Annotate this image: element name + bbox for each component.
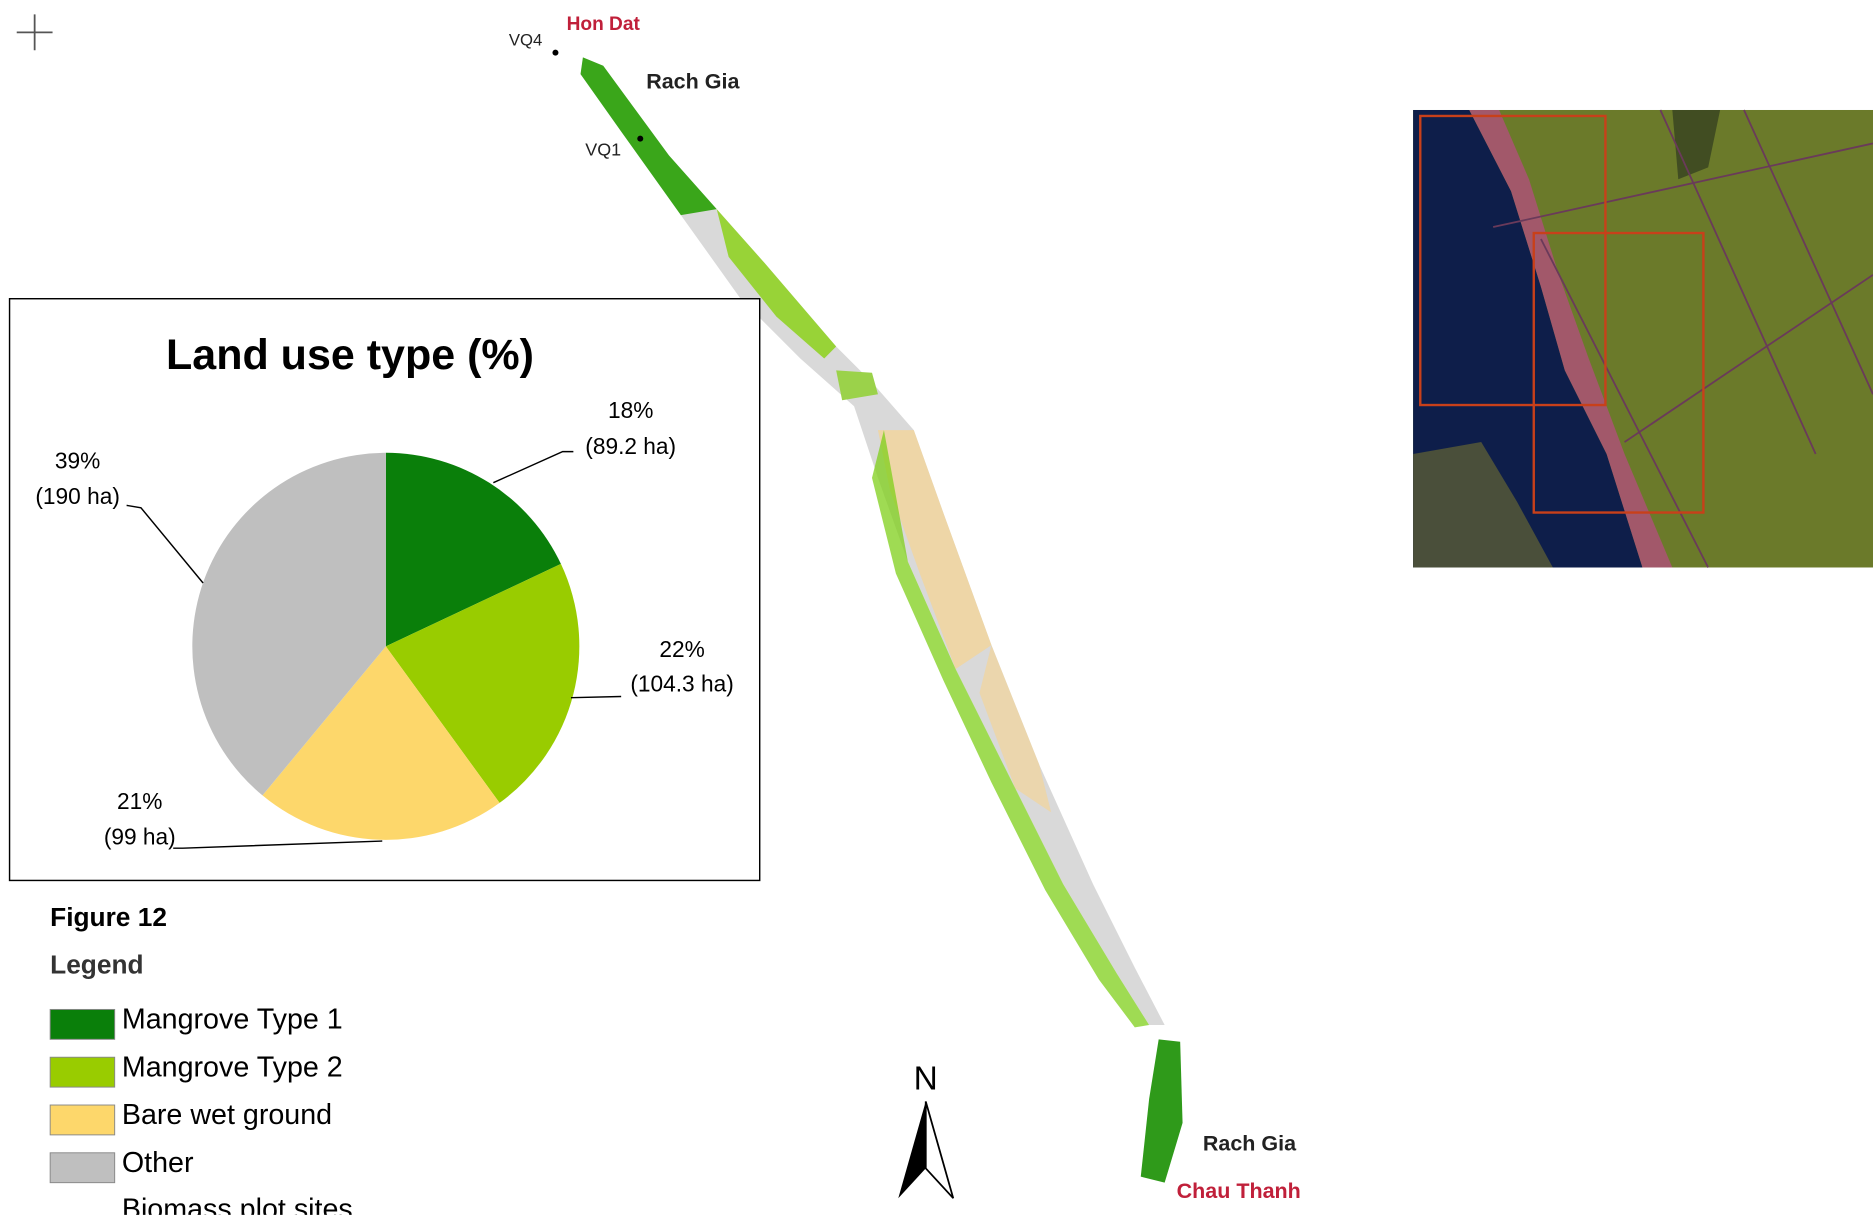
chart-title: Land use type (%)	[166, 331, 534, 379]
crosshair	[17, 14, 53, 50]
value-label: 18%	[608, 397, 653, 423]
value-label: 39%	[55, 447, 100, 473]
legend-label: Biomass plot sites	[122, 1193, 353, 1215]
value-label: 21%	[117, 788, 162, 814]
area-label: (190 ha)	[35, 483, 120, 509]
legend: Mangrove Type 1 Mangrove Type 2 Bare wet g…	[50, 1004, 343, 1183]
area-label: (89.2 ha)	[585, 433, 676, 459]
map-label: VQ1	[585, 139, 621, 159]
legend-label: Bare wet ground	[122, 1099, 332, 1131]
legend-swatch	[50, 1153, 115, 1183]
map-label: Hon Dat	[567, 14, 641, 35]
inset-image	[1413, 110, 1873, 567]
legend-swatch	[50, 1009, 115, 1039]
figure: Hon Dat VQ4 Rach Gia VQ1 Rach Gia Chau T…	[0, 0, 1873, 1215]
north-arrow	[898, 1101, 953, 1198]
map-label: VQ4	[509, 30, 542, 49]
value-label: 22%	[659, 636, 704, 662]
legend-label: Other	[122, 1147, 194, 1179]
area-label: (104.3 ha)	[630, 671, 733, 697]
legend-label: Mangrove Type 1	[122, 1004, 343, 1036]
map-label: Chau Thanh	[1177, 1179, 1301, 1203]
figure-label: Figure 12	[50, 902, 167, 932]
area-label: (99 ha)	[104, 824, 176, 850]
map-label: Rach Gia	[1203, 1131, 1297, 1155]
legend-label: Mangrove Type 2	[122, 1051, 343, 1083]
north-label: N	[914, 1060, 938, 1097]
legend-swatch	[50, 1105, 115, 1135]
legend-swatch	[50, 1057, 115, 1087]
map-label: Rach Gia	[646, 69, 740, 93]
legend-title: Legend	[50, 950, 143, 980]
